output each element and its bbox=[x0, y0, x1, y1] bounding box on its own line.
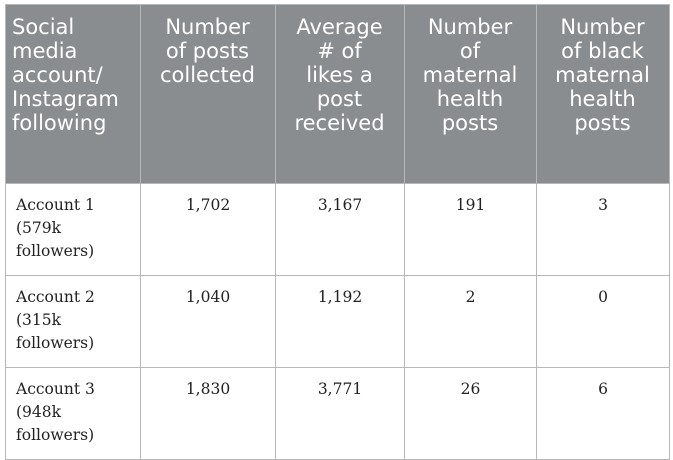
header-black-maternal-health-posts: Number of black maternal health posts bbox=[536, 4, 670, 184]
header-social-media-account: Social media account/ Instagram followin… bbox=[5, 4, 141, 184]
account-followers: (315k bbox=[16, 311, 62, 329]
maternal-posts-cell: 191 bbox=[404, 183, 537, 276]
header-maternal-health-posts: Number of maternal health posts bbox=[404, 4, 537, 184]
header-line: media bbox=[12, 39, 78, 63]
average-likes-cell: 3,771 bbox=[275, 367, 405, 460]
account-name: Account 2 bbox=[16, 288, 95, 306]
header-line: health bbox=[436, 87, 504, 111]
table-row: Account 3 (948k followers) 1,830 3,771 2… bbox=[5, 367, 670, 460]
account-name: Account 1 bbox=[16, 196, 95, 214]
account-followers: (579k bbox=[16, 219, 62, 237]
account-cell: Account 2 (315k followers) bbox=[5, 275, 141, 368]
black-maternal-posts-cell: 6 bbox=[536, 367, 670, 460]
header-row: Social media account/ Instagram followin… bbox=[5, 4, 670, 184]
account-followers-label: followers) bbox=[16, 334, 95, 352]
account-followers: (948k bbox=[16, 403, 62, 421]
header-line: account/ bbox=[12, 63, 103, 87]
posts-collected-cell: 1,702 bbox=[140, 183, 276, 276]
header-posts-collected: Number of posts collected bbox=[140, 4, 276, 184]
header-line: likes a bbox=[306, 63, 373, 87]
header-average-likes: Average # of likes a post received bbox=[275, 4, 405, 184]
table-row: Account 1 (579k followers) 1,702 3,167 1… bbox=[5, 183, 670, 276]
posts-collected-cell: 1,830 bbox=[140, 367, 276, 460]
average-likes-cell: 3,167 bbox=[275, 183, 405, 276]
black-maternal-posts-cell: 3 bbox=[536, 183, 670, 276]
header-line: Instagram bbox=[12, 87, 119, 111]
account-followers-label: followers) bbox=[16, 242, 95, 260]
posts-collected-cell: 1,040 bbox=[140, 275, 276, 368]
maternal-posts-cell: 2 bbox=[404, 275, 537, 368]
header-line: following bbox=[12, 111, 107, 135]
account-cell: Account 3 (948k followers) bbox=[5, 367, 141, 460]
header-line: Social bbox=[12, 15, 75, 39]
header-line: of bbox=[459, 39, 481, 63]
black-maternal-posts-cell: 0 bbox=[536, 275, 670, 368]
header-line: Average bbox=[296, 15, 383, 39]
account-name: Account 3 bbox=[16, 380, 95, 398]
header-line: collected bbox=[159, 63, 255, 87]
data-table: Social media account/ Instagram followin… bbox=[5, 4, 670, 460]
account-followers-label: followers) bbox=[16, 426, 95, 444]
header-line: health bbox=[569, 87, 636, 111]
table-row: Account 2 (315k followers) 1,040 1,192 2… bbox=[5, 275, 670, 368]
header-line: Number bbox=[560, 15, 645, 39]
average-likes-cell: 1,192 bbox=[275, 275, 405, 368]
header-line: Number bbox=[427, 15, 513, 39]
maternal-posts-cell: 26 bbox=[404, 367, 537, 460]
header-line: maternal bbox=[555, 63, 650, 87]
header-line: posts bbox=[574, 111, 631, 135]
header-line: of posts bbox=[165, 39, 250, 63]
header-line: # of bbox=[317, 39, 362, 63]
header-line: of black bbox=[561, 39, 644, 63]
header-line: posts bbox=[441, 111, 499, 135]
header-line: maternal bbox=[422, 63, 518, 87]
header-line: received bbox=[294, 111, 385, 135]
header-line: Number bbox=[165, 15, 250, 39]
header-line: post bbox=[316, 87, 363, 111]
account-cell: Account 1 (579k followers) bbox=[5, 183, 141, 276]
